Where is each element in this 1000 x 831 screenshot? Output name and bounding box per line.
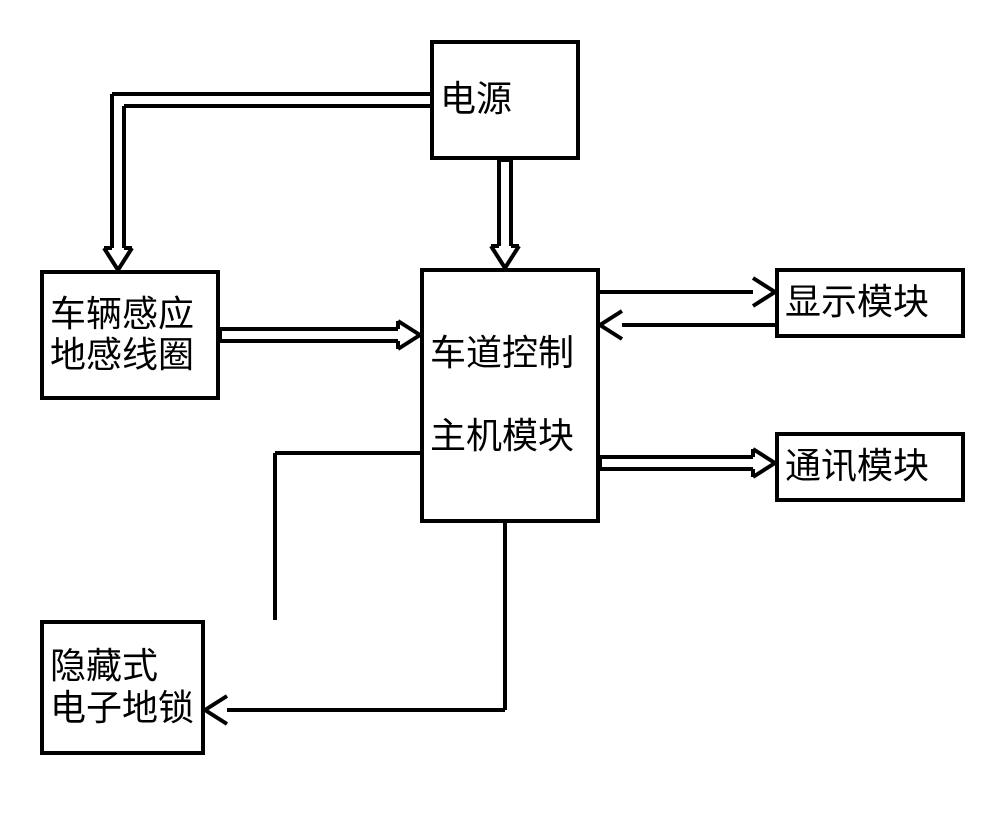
node-lock: 隐藏式 电子地锁	[40, 620, 205, 755]
node-coil: 车辆感应 地感线圈	[40, 270, 220, 400]
node-display-label: 显示模块	[785, 282, 929, 323]
node-ctrl-label: 车道控制 主机模块	[430, 333, 574, 457]
node-power-label: 电源	[440, 79, 512, 120]
node-comm: 通讯模块	[775, 432, 965, 502]
node-comm-label: 通讯模块	[785, 446, 929, 487]
node-power: 电源	[430, 40, 580, 160]
node-display: 显示模块	[775, 268, 965, 338]
node-ctrl: 车道控制 主机模块	[420, 268, 600, 523]
node-coil-label: 车辆感应 地感线圈	[50, 294, 194, 377]
node-lock-label: 隐藏式 电子地锁	[50, 646, 194, 729]
